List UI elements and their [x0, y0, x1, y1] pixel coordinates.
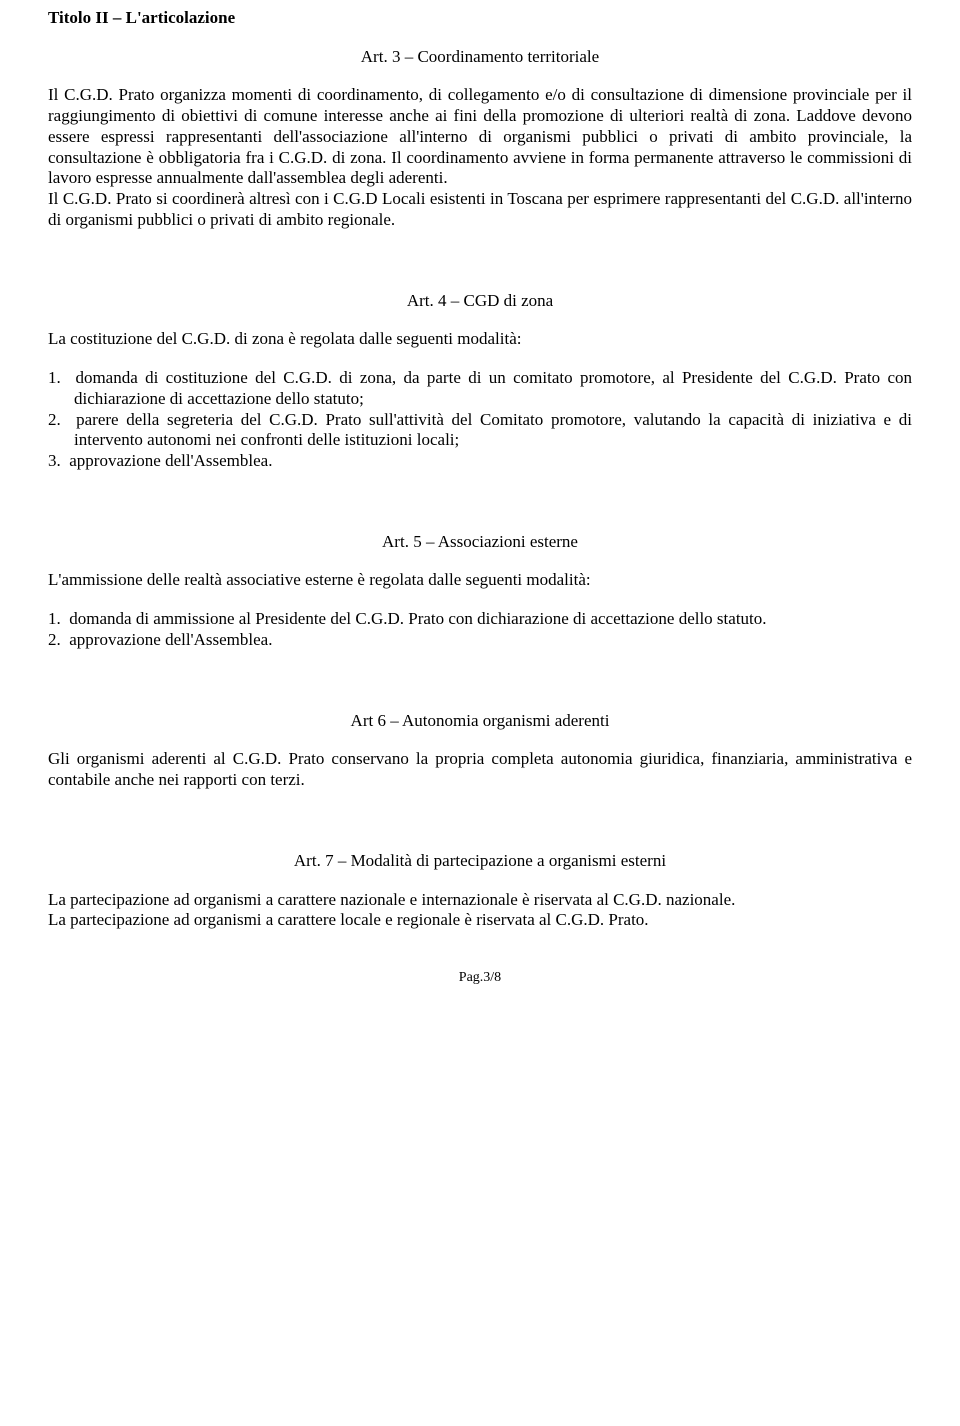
list-item-text: domanda di ammissione al Presidente del … [69, 609, 766, 628]
art3-paragraph-2: Il C.G.D. Prato si coordinerà altresì co… [48, 189, 912, 230]
art7-paragraph-1: La partecipazione ad organismi a caratte… [48, 890, 912, 911]
art6-heading: Art 6 – Autonomia organismi aderenti [48, 711, 912, 732]
art4-list: 1. domanda di costituzione del C.G.D. di… [48, 368, 912, 472]
list-item: 2. approvazione dell'Assemblea. [48, 630, 912, 651]
art5-intro: L'ammissione delle realtà associative es… [48, 570, 912, 591]
section-title: Titolo II – L'articolazione [48, 8, 912, 29]
art4-intro: La costituzione del C.G.D. di zona è reg… [48, 329, 912, 350]
art7-paragraph-2: La partecipazione ad organismi a caratte… [48, 910, 912, 931]
list-item: 3. approvazione dell'Assemblea. [48, 451, 912, 472]
list-item: 1. domanda di costituzione del C.G.D. di… [48, 368, 912, 409]
list-item: 1. domanda di ammissione al Presidente d… [48, 609, 912, 630]
art3-heading: Art. 3 – Coordinamento territoriale [48, 47, 912, 68]
art5-heading: Art. 5 – Associazioni esterne [48, 532, 912, 553]
art6-paragraph-1: Gli organismi aderenti al C.G.D. Prato c… [48, 749, 912, 790]
art3-paragraph-1: Il C.G.D. Prato organizza momenti di coo… [48, 85, 912, 189]
list-item: 2. parere della segreteria del C.G.D. Pr… [48, 410, 912, 451]
list-item-text: approvazione dell'Assemblea. [69, 630, 272, 649]
art7-heading: Art. 7 – Modalità di partecipazione a or… [48, 851, 912, 872]
list-item-text: domanda di costituzione del C.G.D. di zo… [74, 368, 912, 408]
list-item-text: approvazione dell'Assemblea. [69, 451, 272, 470]
art4-heading: Art. 4 – CGD di zona [48, 291, 912, 312]
page-footer: Pag.3/8 [48, 969, 912, 986]
list-item-text: parere della segreteria del C.G.D. Prato… [74, 410, 912, 450]
art5-list: 1. domanda di ammissione al Presidente d… [48, 609, 912, 650]
